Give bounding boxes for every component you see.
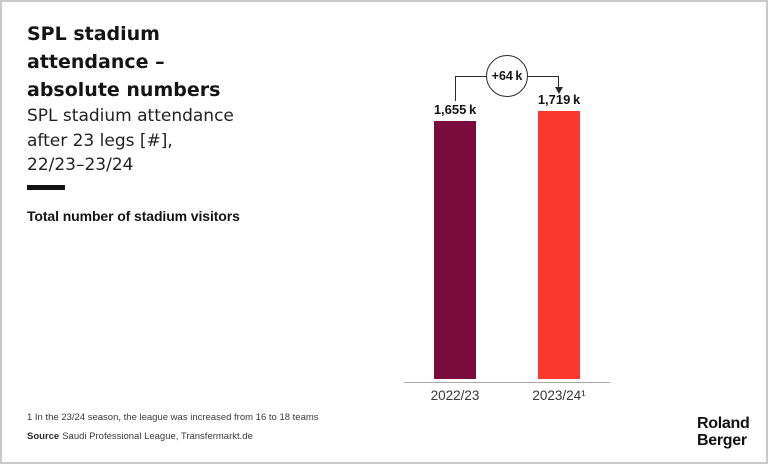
delta-connector-right — [557, 75, 559, 88]
delta-connector-left — [454, 75, 456, 101]
category-label: 2023/24¹ — [532, 388, 586, 403]
x-axis-line — [404, 382, 610, 383]
page-subtitle: SPL stadium attendance after 23 legs [#]… — [27, 106, 234, 175]
source-label: Source — [27, 431, 60, 442]
bar-2022-23 — [434, 120, 476, 379]
footnote: 1 In the 23/24 season, the league was in… — [27, 412, 319, 423]
bar-value-label: 1,655 k — [433, 101, 477, 117]
chart-title: Total number of stadium visitors — [27, 208, 240, 224]
source-line: Source Saudi Professional League, Transfe… — [27, 431, 253, 442]
source-text: Saudi Professional League, Transfermarkt… — [62, 431, 253, 442]
page-title: SPL stadium attendance – absolute number… — [27, 23, 221, 101]
delta-badge: +64 k — [486, 55, 528, 97]
logo-line-2: Berger — [697, 432, 747, 449]
roland-berger-logo: Roland Berger — [697, 415, 750, 449]
bar-2023-24 — [538, 110, 580, 379]
bar-value-label: 1,719 k — [537, 91, 581, 107]
logo-line-1: Roland — [697, 415, 750, 432]
delta-arrow-icon — [554, 87, 563, 94]
title-divider — [27, 185, 65, 190]
category-label: 2022/23 — [430, 388, 480, 403]
